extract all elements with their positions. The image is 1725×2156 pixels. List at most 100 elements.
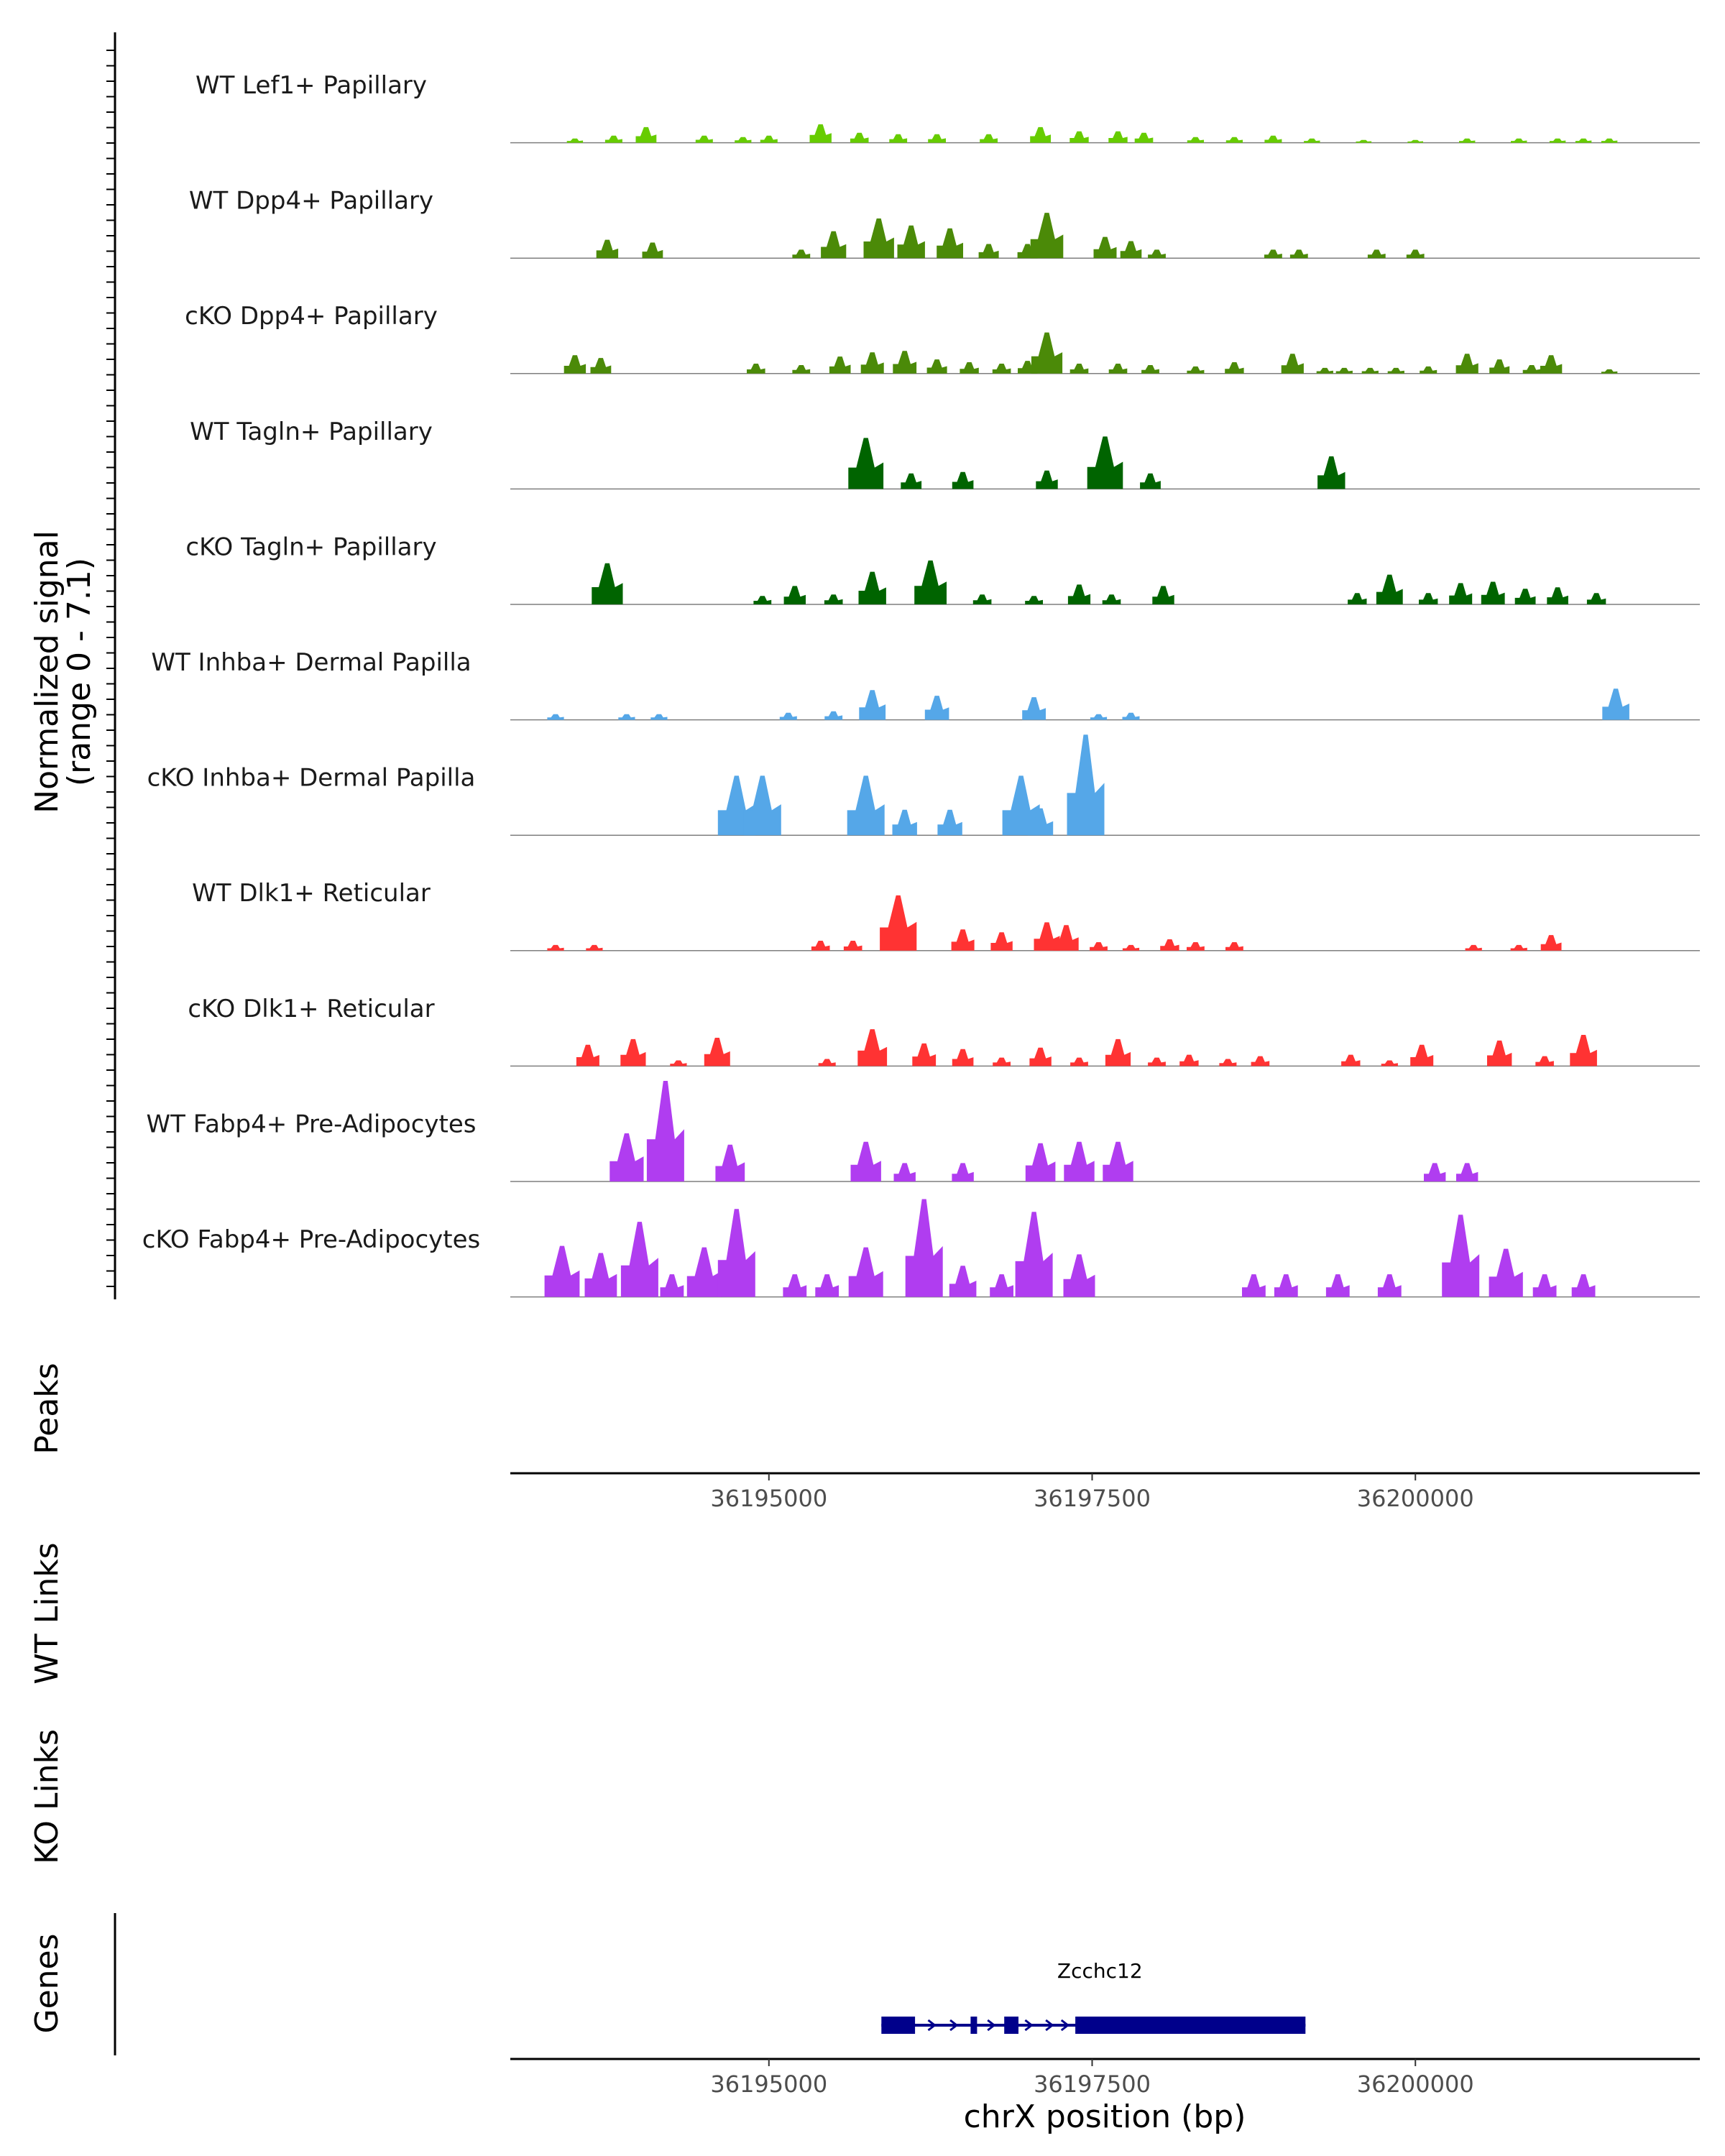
coverage-peak	[1571, 1274, 1596, 1297]
x-tick-label: 36197500	[1034, 2070, 1151, 2098]
coverage-peak	[978, 244, 999, 259]
coverage-peak	[1148, 1057, 1166, 1067]
coverage-peak	[1522, 365, 1541, 374]
coverage-peak	[1601, 138, 1618, 143]
coverage-peak	[695, 135, 713, 143]
coverage-peak	[843, 941, 862, 951]
coverage-peak	[1108, 131, 1128, 143]
coverage-peak	[792, 365, 811, 374]
coverage-peak	[1122, 712, 1140, 720]
coverage-peak	[747, 364, 765, 374]
coverage-peak	[1029, 1047, 1052, 1067]
coverage-peak	[596, 239, 619, 259]
track-label: WT Lef1+ Papillary	[196, 71, 427, 100]
track: WT Fabp4+ Pre-Adipocytes	[147, 1081, 1700, 1182]
coverage-peak	[610, 1133, 644, 1181]
coverage-peak	[1361, 367, 1379, 374]
coverage-peak	[1242, 1274, 1266, 1297]
coverage-peak	[1090, 942, 1108, 951]
coverage-peak	[1070, 131, 1089, 143]
track-label: WT Dpp4+ Papillary	[189, 187, 433, 216]
coverage-peak	[1152, 586, 1174, 604]
track-label: cKO Dpp4+ Papillary	[185, 302, 438, 331]
coverage-peak	[893, 351, 917, 374]
coverage-peak	[924, 696, 949, 720]
x-tick-label: 36197500	[1034, 1485, 1151, 1512]
peaks-panel-label: Peaks	[29, 1363, 65, 1454]
coverage-peak	[1281, 354, 1304, 374]
coverage-peak	[1376, 574, 1403, 604]
coverage-peak	[1601, 369, 1618, 374]
coverage-peak	[1356, 139, 1372, 143]
coverage-peak	[760, 135, 778, 143]
coverage-peak	[1540, 355, 1563, 374]
coverage-peak	[1034, 922, 1060, 951]
coverage-peak	[1022, 697, 1046, 720]
coverage-peak	[960, 362, 979, 374]
coverage-peak	[1335, 367, 1353, 374]
coverage-peak	[1465, 944, 1482, 951]
coverage-peak	[1219, 1059, 1237, 1067]
coverage-peak	[1549, 138, 1566, 143]
coverage-peak	[1489, 1248, 1523, 1297]
coverage-peak	[1341, 1054, 1361, 1067]
track: cKO Fabp4+ Pre-Adipocytes	[142, 1199, 1700, 1298]
x-tick-label: 36200000	[1357, 1485, 1474, 1512]
coverage-peak	[1070, 1057, 1088, 1067]
coverage-peak	[972, 594, 992, 604]
coverage-peak	[1419, 593, 1438, 604]
coverage-peak	[1025, 596, 1043, 604]
coverage-peak	[952, 471, 974, 489]
coverage-peak	[618, 714, 635, 720]
coverage-peak	[1025, 1143, 1056, 1181]
coverage-peak	[815, 1274, 840, 1297]
coverage-peak	[1103, 1141, 1133, 1181]
coverage-peak	[1442, 1215, 1480, 1297]
coverage-peak	[635, 126, 657, 143]
coverage-peak	[1064, 1141, 1095, 1181]
coverage-peak	[1105, 1038, 1131, 1067]
coverage-peak	[590, 358, 612, 374]
coverage-peak	[1456, 1163, 1478, 1181]
coverage-peak	[1148, 249, 1166, 259]
coverage-peak	[792, 249, 811, 259]
coverage-peak	[642, 242, 663, 259]
coverage-peak	[951, 929, 975, 951]
track-label: cKO Inhba+ Dermal Papilla	[147, 764, 476, 793]
coverage-peak	[1002, 775, 1040, 836]
coverage-peak	[1264, 249, 1282, 259]
coverage-peak	[564, 355, 586, 374]
coverage-peak	[829, 356, 851, 374]
coverage-peak	[584, 1253, 617, 1297]
coverage-peak	[1325, 1274, 1350, 1297]
coverage-peak	[1120, 241, 1142, 259]
coverage-peak	[811, 941, 830, 951]
coverage-peak	[850, 132, 869, 143]
coverage-peak	[1481, 581, 1505, 604]
track: WT Dlk1+ Reticular	[192, 879, 1700, 952]
coverage-peak	[992, 364, 1011, 374]
gene-strand-arrow	[1045, 2019, 1054, 2032]
coverage-peak	[824, 594, 843, 604]
coverage-peak	[670, 1060, 687, 1067]
ko-links-panel-label: KO Links	[29, 1729, 65, 1864]
coverage-peak	[937, 228, 963, 259]
coverage-peak	[858, 571, 886, 604]
track-label: WT Dlk1+ Reticular	[192, 879, 431, 908]
coverage-peak	[1487, 1040, 1512, 1067]
coverage-peak	[1090, 714, 1108, 720]
coverage-peak	[1140, 473, 1161, 489]
coverage-peak	[993, 1057, 1011, 1067]
coverage-peak	[1063, 1254, 1095, 1297]
coverage-peak	[1377, 1274, 1402, 1297]
coverage-peak	[604, 135, 622, 143]
coverage-peak	[809, 124, 832, 143]
coverage-peak	[880, 895, 917, 951]
coverage-peak	[1455, 354, 1478, 374]
coverage-peak	[1532, 1274, 1557, 1297]
coverage-peak	[1102, 594, 1121, 604]
track: WT Dpp4+ Papillary	[189, 187, 1700, 259]
x-tick-label: 36195000	[710, 2070, 827, 2098]
coverage-peak	[1108, 364, 1128, 374]
signal-y-axis	[106, 32, 116, 1299]
